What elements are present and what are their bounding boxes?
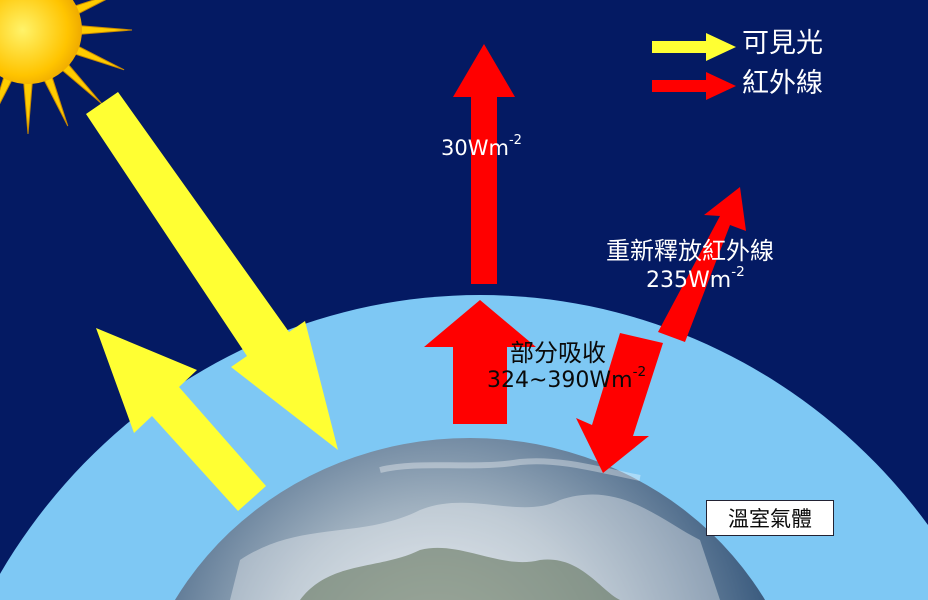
- legend-infrared-arrow: [652, 72, 736, 100]
- surface-infrared-arrow: [424, 300, 536, 424]
- sun-ray: [59, 61, 102, 104]
- earth-globe: [174, 438, 766, 600]
- sun-ray: [71, 44, 125, 71]
- reemitted-flux-label: 235Wm-2: [646, 265, 745, 293]
- absorbed-flux-label: 324~390Wm-2: [487, 365, 646, 393]
- sun-ray: [22, 79, 34, 135]
- escape-flux-label: 30Wm-2: [441, 133, 522, 160]
- reflected-sunlight-arrow: [96, 328, 266, 511]
- escape-flux-value: 30Wm: [441, 136, 509, 160]
- escaping-infrared-arrow: [453, 44, 515, 284]
- reemitted-infrared-arrow: [658, 187, 746, 342]
- legend-visible-light-label: 可見光: [742, 28, 823, 59]
- sun-ray: [71, 0, 107, 16]
- reemitted-flux-exponent: -2: [731, 263, 745, 280]
- sun-icon: [0, 0, 133, 135]
- sun-ray: [0, 73, 14, 105]
- sun-ray: [77, 24, 133, 36]
- absorbed-flux-exponent: -2: [632, 363, 647, 380]
- legend-visible-arrow: [652, 33, 736, 61]
- reemitted-label: 重新釋放紅外線: [606, 237, 774, 265]
- sun-disc: [0, 0, 82, 84]
- greenhouse-gas-label: 溫室氣體: [706, 500, 834, 536]
- escape-flux-exponent: -2: [508, 133, 522, 149]
- absorbed-flux-value: 324~390Wm: [487, 368, 633, 393]
- absorbed-label: 部分吸收: [510, 339, 606, 367]
- reemitted-flux-value: 235Wm: [646, 268, 732, 293]
- back-radiation-arrow: [576, 333, 663, 473]
- sun-ray: [42, 73, 69, 127]
- legend-infrared-label: 紅外線: [742, 68, 823, 99]
- incoming-sunlight-arrow: [86, 92, 338, 450]
